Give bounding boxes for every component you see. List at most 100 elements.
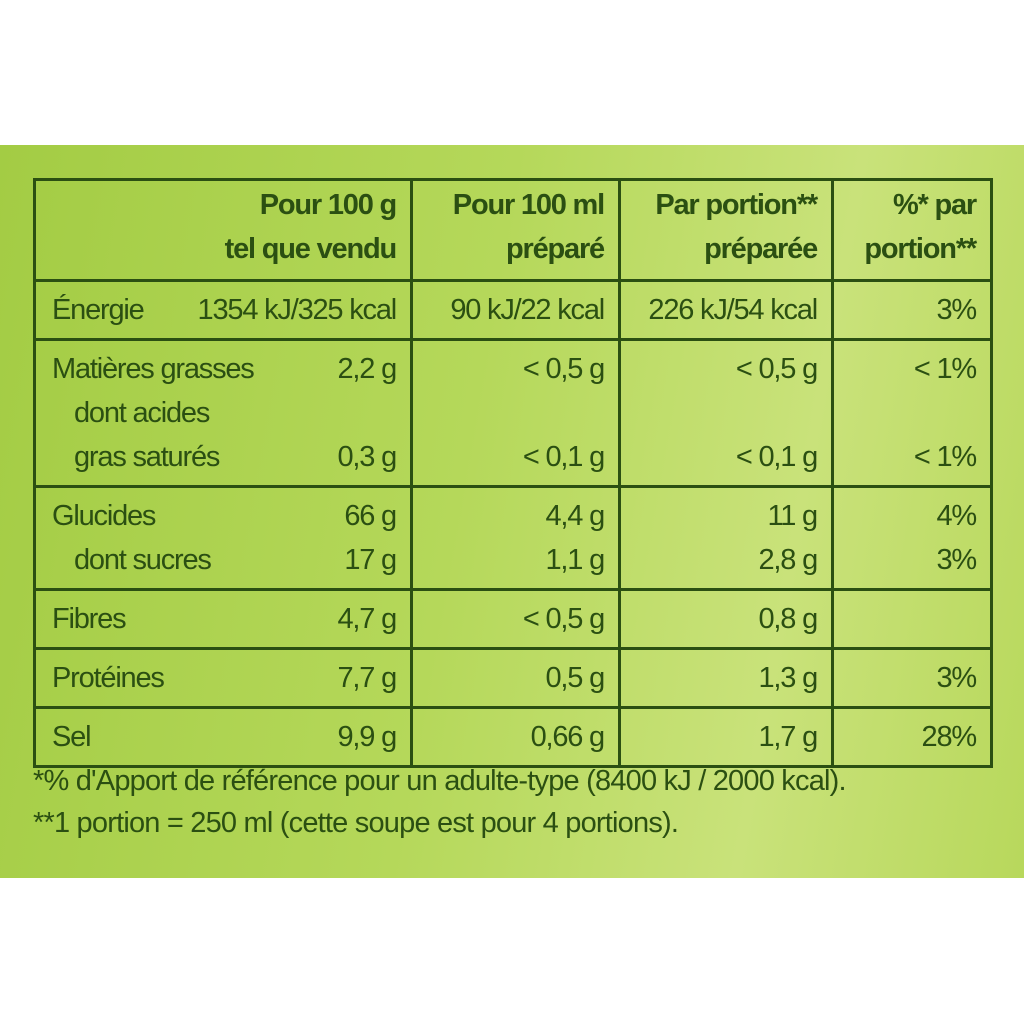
nutrient-row: Glucides 66 g dont sucres 17 g 4,4 g 1,1 g 11 … xyxy=(36,485,990,588)
value: 90 kJ/22 kcal xyxy=(450,294,605,326)
line: Énergie 1354 kJ/325 kcal xyxy=(52,288,398,332)
value: 3% xyxy=(936,662,977,694)
header-text: Par portion** xyxy=(655,189,818,221)
value: < 1% xyxy=(913,441,977,473)
value: 11 g xyxy=(767,500,819,532)
header-text: Pour 100 ml xyxy=(452,189,605,221)
value: 3% xyxy=(936,544,977,576)
value-cell: 90 kJ/22 kcal xyxy=(410,282,618,338)
value-cell: 11 g 2,8 g xyxy=(618,488,831,588)
line: Glucides 66 g xyxy=(52,494,397,538)
value: 17 g xyxy=(344,544,397,576)
nutrient-label: dont acides xyxy=(74,397,210,429)
value-cell: 0,8 g xyxy=(618,591,831,647)
line: Sel 9,9 g xyxy=(52,715,398,759)
value: 9,9 g xyxy=(337,721,398,753)
value-cell: 226 kJ/54 kcal xyxy=(618,282,831,338)
value: < 0,5 g xyxy=(522,353,605,385)
header-text: tel que vendu xyxy=(224,233,398,265)
value: < 0,5 g xyxy=(522,603,605,635)
footnotes: *% d'Apport de référence pour un adulte-… xyxy=(33,760,847,844)
spacer xyxy=(844,391,976,435)
value: 0,66 g xyxy=(530,721,606,753)
label-cell: Matières grasses 2,2 g dont acides gras sat… xyxy=(36,341,410,485)
line: Matières grasses 2,2 g xyxy=(52,347,398,391)
value: 1,1 g xyxy=(545,544,606,576)
value: 226 kJ/54 kcal xyxy=(648,294,818,326)
nutrient-row: Sel 9,9 g 0,66 g 1,7 g 28% xyxy=(36,706,990,765)
value: 66 g xyxy=(344,500,397,532)
value: 2,8 g xyxy=(758,544,819,576)
header-cell: Par portion** préparée xyxy=(618,181,831,279)
value: < 0,1 g xyxy=(735,441,818,473)
value-cell: 0,66 g xyxy=(410,709,618,765)
spacer xyxy=(423,391,604,435)
value-cell: 4,4 g 1,1 g xyxy=(410,488,618,588)
nutrient-label: Sel xyxy=(52,721,92,753)
green-panel xyxy=(0,145,1024,878)
value: < 1% xyxy=(913,353,977,385)
value-cell: 3% xyxy=(831,282,990,338)
value-cell: 1,7 g xyxy=(618,709,831,765)
value: 1354 kJ/325 kcal xyxy=(197,294,398,326)
value: 1,3 g xyxy=(758,662,819,694)
header-text: portion** xyxy=(864,233,977,265)
value-cell: 0,5 g xyxy=(410,650,618,706)
value: < 0,5 g xyxy=(735,353,818,385)
header-text: préparée xyxy=(704,233,818,265)
header-cell: Pour 100 ml préparé xyxy=(410,181,618,279)
value: 3% xyxy=(936,294,977,326)
value-cell: 3% xyxy=(831,650,990,706)
line: gras saturés 0,3 g xyxy=(52,435,398,479)
nutrient-label: Matières grasses xyxy=(52,353,255,385)
value: 4% xyxy=(936,500,977,532)
spacer xyxy=(844,597,976,641)
nutrient-label: gras saturés xyxy=(74,441,220,473)
value: 2,2 g xyxy=(337,353,398,385)
value-cell: < 0,5 g < 0,1 g xyxy=(410,341,618,485)
nutrient-row: Énergie 1354 kJ/325 kcal 90 kJ/22 kcal 226 … xyxy=(36,279,990,338)
label-cell: Fibres 4,7 g xyxy=(36,591,410,647)
nutrient-row: Matières grasses 2,2 g dont acides gras sat… xyxy=(36,338,990,485)
label-cell: Glucides 66 g dont sucres 17 g xyxy=(36,488,410,588)
value-cell xyxy=(831,591,990,647)
footnote: *% d'Apport de référence pour un adulte-… xyxy=(33,765,847,797)
label-cell: Sel 9,9 g xyxy=(36,709,410,765)
value-cell: 4% 3% xyxy=(831,488,990,588)
value-cell: 28% xyxy=(831,709,990,765)
footnote: **1 portion = 250 ml (cette soupe est po… xyxy=(33,807,679,839)
value-cell: < 0,5 g xyxy=(410,591,618,647)
nutrient-row: Protéines 7,7 g 0,5 g 1,3 g 3% xyxy=(36,647,990,706)
value: 0,8 g xyxy=(758,603,819,635)
value-cell: 1,3 g xyxy=(618,650,831,706)
nutrient-label: dont sucres xyxy=(74,544,212,576)
header-text: %* par xyxy=(892,189,977,221)
header-text: Pour 100 g xyxy=(259,189,397,221)
label-cell: Protéines 7,7 g xyxy=(36,650,410,706)
value: 0,3 g xyxy=(337,441,398,473)
nutrient-row: Fibres 4,7 g < 0,5 g 0,8 g xyxy=(36,588,990,647)
header-cell: %* par portion** xyxy=(831,181,990,279)
value-cell: < 0,5 g < 0,1 g xyxy=(618,341,831,485)
nutrient-label: Glucides xyxy=(52,500,156,532)
header-text: préparé xyxy=(506,233,605,265)
nutrient-label: Protéines xyxy=(52,662,165,694)
label-cell: Énergie 1354 kJ/325 kcal xyxy=(36,282,410,338)
header-row: Pour 100 g tel que vendu Pour 100 ml prépar… xyxy=(36,181,990,279)
line: Fibres 4,7 g xyxy=(52,597,398,641)
header-cell: Pour 100 g tel que vendu xyxy=(36,181,410,279)
value: 7,7 g xyxy=(337,662,398,694)
value: 1,7 g xyxy=(758,721,819,753)
line: dont acides xyxy=(52,391,396,435)
value-cell: < 1% < 1% xyxy=(831,341,990,485)
nutrient-label: Fibres xyxy=(52,603,127,635)
value: 4,7 g xyxy=(337,603,398,635)
nutrition-table: Pour 100 g tel que vendu Pour 100 ml prépar… xyxy=(33,178,993,768)
value: 0,5 g xyxy=(545,662,606,694)
value: 4,4 g xyxy=(545,500,606,532)
line: dont sucres 17 g xyxy=(52,538,397,582)
line: Protéines 7,7 g xyxy=(52,656,398,700)
value: 28% xyxy=(921,721,978,753)
value: < 0,1 g xyxy=(522,441,605,473)
